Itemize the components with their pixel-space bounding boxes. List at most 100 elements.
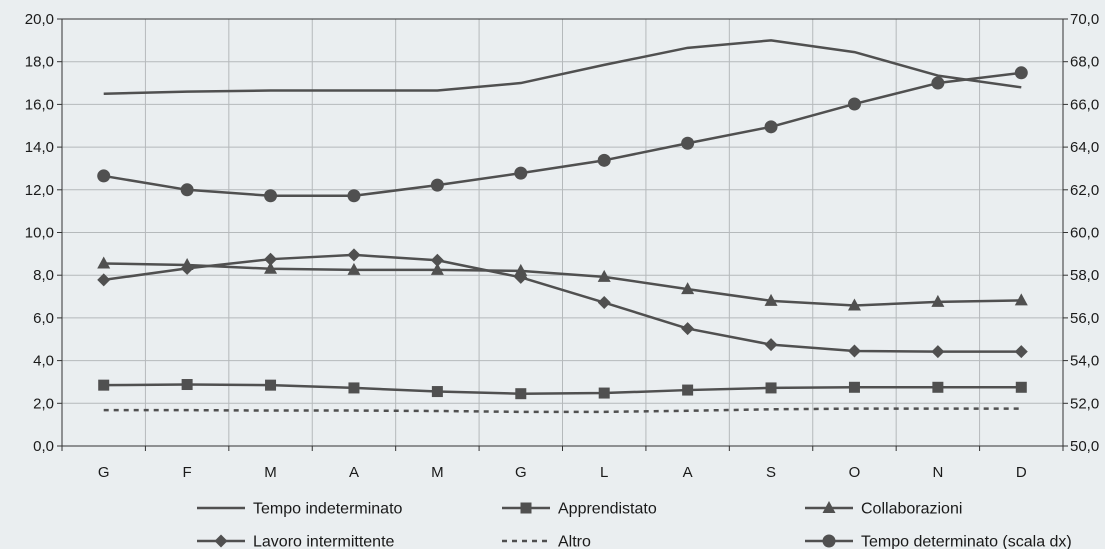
right-tick-label: 64,0 <box>1070 139 1099 156</box>
x-tick-label: G <box>515 464 527 481</box>
legend-item: Altro <box>502 534 591 549</box>
left-tick-label: 16,0 <box>25 96 54 113</box>
data-point <box>597 269 611 282</box>
legend-marker <box>822 501 836 513</box>
data-point <box>1014 345 1028 359</box>
legend-item: Tempo indeterminato <box>197 501 403 518</box>
data-point <box>598 387 610 399</box>
right-tick-label: 56,0 <box>1070 310 1099 327</box>
x-tick-label: O <box>849 464 861 481</box>
data-point <box>931 294 945 307</box>
series-lavoro-intermittente <box>97 248 1028 359</box>
left-tick-label: 14,0 <box>25 139 54 156</box>
series-line <box>103 39 1022 95</box>
legend-marker <box>822 534 836 548</box>
data-point <box>514 166 528 180</box>
data-point <box>681 282 695 295</box>
data-point <box>97 169 111 183</box>
data-point <box>347 189 361 203</box>
x-tick-label: F <box>183 464 192 481</box>
series-line <box>103 253 1022 353</box>
left-tick-label: 6,0 <box>33 310 54 327</box>
legend-label: Tempo determinato (scala dx) <box>861 534 1072 549</box>
left-tick-label: 0,0 <box>33 438 54 455</box>
data-point <box>97 273 111 287</box>
legend-item: Lavoro intermittente <box>197 534 395 549</box>
data-point <box>431 386 443 398</box>
legend-label: Lavoro intermittente <box>253 534 395 549</box>
left-tick-label: 20,0 <box>25 11 54 28</box>
x-tick-label: A <box>349 464 359 481</box>
x-tick-label: G <box>98 464 110 481</box>
data-point <box>597 296 611 310</box>
right-tick-label: 50,0 <box>1070 438 1099 455</box>
legend-marker <box>520 502 532 514</box>
series-line <box>103 71 1022 198</box>
series-line <box>103 262 1022 307</box>
data-point <box>764 120 778 134</box>
left-tick-label: 8,0 <box>33 267 54 284</box>
data-point <box>98 379 110 391</box>
right-tick-label: 60,0 <box>1070 225 1099 242</box>
data-point <box>264 189 278 203</box>
data-point <box>681 322 695 336</box>
data-point <box>764 338 778 352</box>
right-tick-label: 58,0 <box>1070 267 1099 284</box>
data-point <box>847 298 861 311</box>
data-point <box>764 293 778 306</box>
legend-item: Apprendistato <box>502 501 657 518</box>
axis-ticks: 0,0 2,0 4,0 6,0 8,0 10,0 12,0 14,0 16,0 18,0 20,0 5… <box>25 11 1099 481</box>
data-point <box>515 388 527 400</box>
data-point <box>430 178 444 192</box>
data-point <box>1015 381 1027 393</box>
data-point <box>847 97 861 111</box>
x-tick-label: N <box>932 464 943 481</box>
legend-label: Tempo indeterminato <box>253 501 403 518</box>
legend-label: Collaborazioni <box>861 501 962 518</box>
data-point <box>264 252 278 266</box>
data-point <box>430 253 444 267</box>
legend: Tempo indeterminato Apprendistato Collabor… <box>197 501 1072 549</box>
x-tick-label: M <box>431 464 444 481</box>
series-line <box>103 407 1022 414</box>
left-tick-label: 10,0 <box>25 225 54 242</box>
series-tempo-determinato-scala-dx <box>97 66 1028 203</box>
right-tick-label: 62,0 <box>1070 182 1099 199</box>
legend-item: Tempo determinato (scala dx) <box>805 534 1072 549</box>
right-tick-label: 54,0 <box>1070 353 1099 370</box>
series-line <box>103 383 1022 395</box>
data-point <box>181 379 193 391</box>
x-tick-label: M <box>264 464 277 481</box>
grid <box>62 19 1063 446</box>
data-point <box>514 270 528 284</box>
data-point <box>180 261 194 275</box>
data-point <box>597 153 611 167</box>
x-tick-label: S <box>766 464 776 481</box>
x-tick-label: D <box>1016 464 1027 481</box>
data-point <box>180 183 194 197</box>
legend-item: Collaborazioni <box>805 501 962 518</box>
data-point <box>1014 66 1028 80</box>
series-group <box>97 39 1028 414</box>
data-point <box>682 384 694 396</box>
legend-label: Apprendistato <box>558 501 657 518</box>
data-point <box>430 262 444 275</box>
data-point <box>347 248 361 262</box>
series-tempo-indeterminato <box>103 39 1022 95</box>
data-point <box>765 382 777 394</box>
right-tick-label: 68,0 <box>1070 54 1099 71</box>
data-point <box>97 256 111 269</box>
left-tick-label: 12,0 <box>25 182 54 199</box>
data-point <box>848 381 860 393</box>
data-point <box>847 344 861 358</box>
data-point <box>681 136 695 150</box>
data-point <box>932 381 944 393</box>
right-tick-label: 52,0 <box>1070 395 1099 412</box>
data-point <box>264 261 278 274</box>
data-point <box>1014 293 1028 306</box>
x-tick-label: A <box>683 464 693 481</box>
data-point <box>347 262 361 275</box>
data-point <box>514 263 528 276</box>
left-tick-label: 18,0 <box>25 54 54 71</box>
